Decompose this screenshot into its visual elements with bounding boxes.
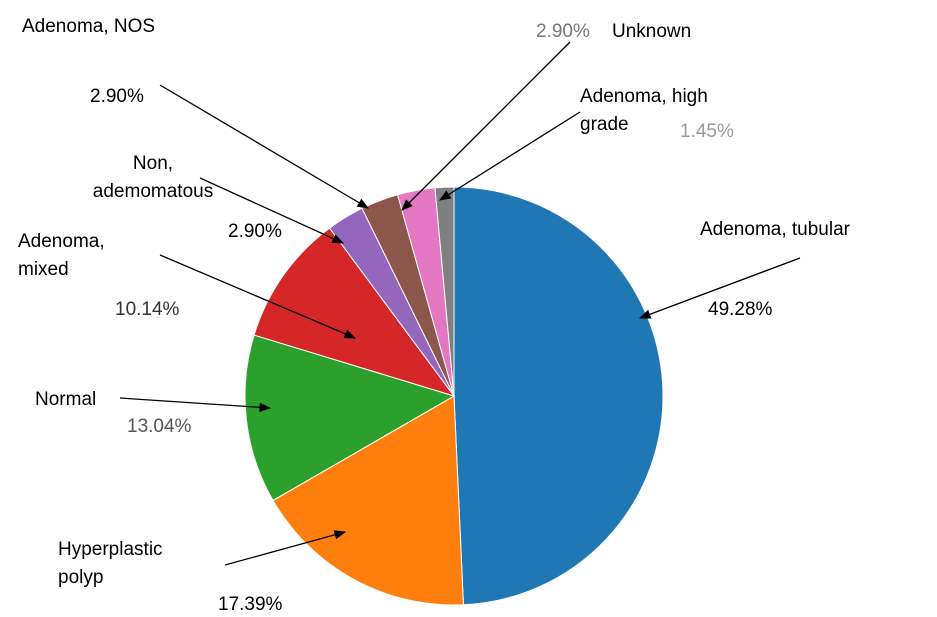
value-label: 2.90% (90, 86, 144, 107)
leader-arrow (224, 530, 347, 566)
category-label: Unknown (612, 21, 691, 42)
category-label: Adenoma, mixed (18, 231, 105, 280)
pie-slice (253, 227, 456, 397)
leader-arrow (401, 41, 571, 211)
value-label: 1.45% (680, 121, 734, 142)
leader-arrow (159, 254, 357, 339)
pie-slice (244, 334, 456, 502)
leader-arrow (119, 397, 272, 412)
pie-slice (272, 395, 464, 606)
value-label: 13.04% (127, 416, 192, 437)
pie-slice (434, 186, 455, 397)
pie-slice (453, 186, 664, 606)
category-label: Non, ademomatous (93, 153, 213, 202)
leader-arrow (159, 84, 370, 209)
leader-arrow (199, 177, 345, 244)
category-label: Adenoma, NOS (22, 16, 155, 37)
category-label: Adenoma, high grade (580, 86, 708, 135)
value-label: 49.28% (708, 299, 773, 320)
value-label: 10.14% (115, 299, 180, 320)
value-label: 2.90% (536, 21, 590, 42)
value-label: 2.90% (228, 221, 282, 242)
category-label: Hyperplastic polyp (58, 539, 163, 588)
leader-arrow (638, 257, 801, 319)
leader-arrow (439, 111, 581, 201)
value-label: 17.39% (218, 594, 283, 612)
category-label: Adenoma, tubular (700, 219, 851, 240)
category-label: Normal (35, 389, 96, 410)
